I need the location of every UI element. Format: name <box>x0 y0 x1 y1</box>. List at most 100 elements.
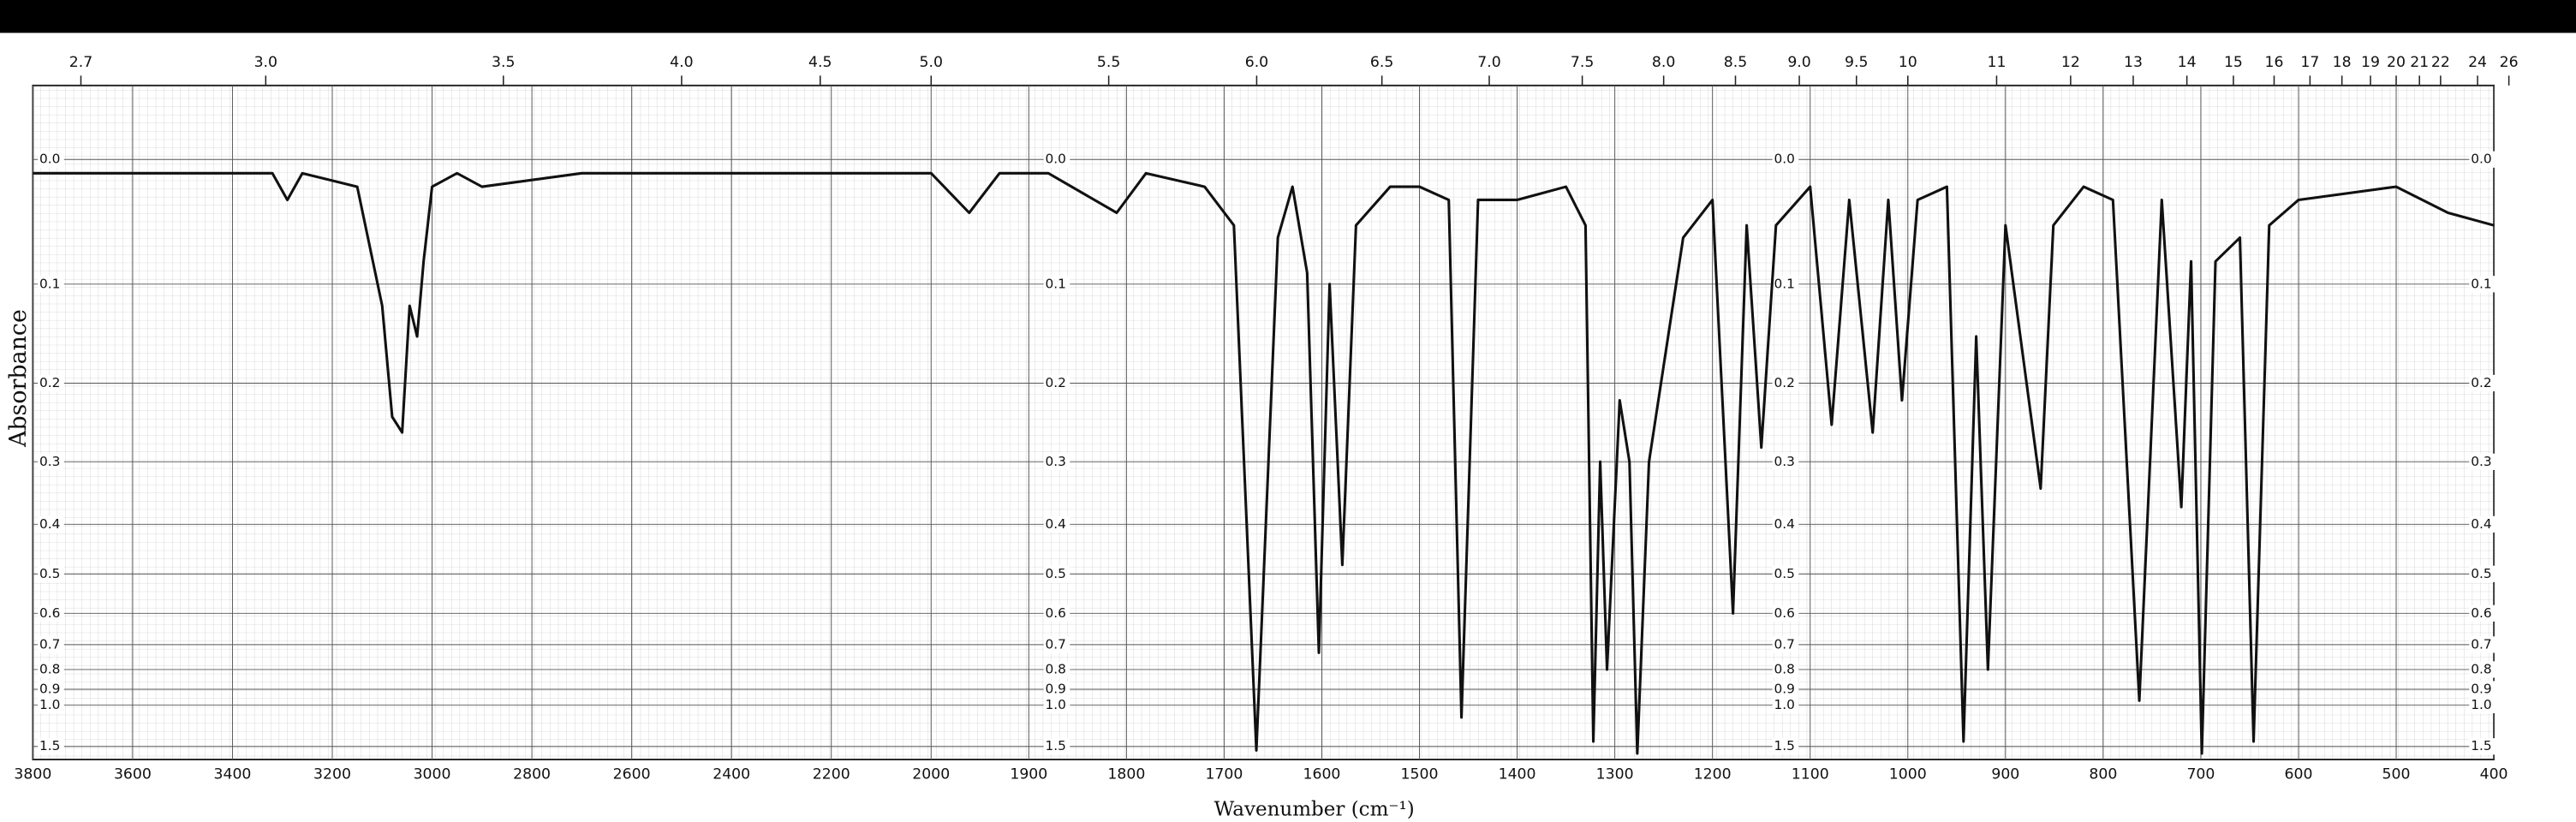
x2-tick-label: 21 <box>2410 54 2429 71</box>
x-tick-label: 2600 <box>613 765 651 783</box>
x2-tick-label: 22 <box>2431 54 2450 71</box>
x-tick-label: 500 <box>2382 765 2411 783</box>
y-tick-label: 0.0 <box>2471 152 2491 167</box>
y-tick-label: 0.5 <box>2471 566 2491 581</box>
spectrum-line <box>33 171 2495 755</box>
x2-tick-label: 19 <box>2361 54 2380 71</box>
y-tick-label-bg <box>2469 565 2496 582</box>
x-tick-label: 1400 <box>1499 765 1536 783</box>
y-tick-label-bg <box>1772 565 1799 582</box>
y-tick-label-bg <box>1043 151 1070 168</box>
x-tick-label: 3200 <box>313 765 351 783</box>
y-tick-label: 1.5 <box>1046 738 1066 754</box>
x2-tick-label: 13 <box>2124 54 2143 71</box>
x2-tick-label: 3.5 <box>492 54 515 71</box>
x-tick-label: 1900 <box>1010 765 1047 783</box>
y-tick-label: 0.7 <box>1774 636 1795 652</box>
y-tick-label-bg <box>2469 453 2496 470</box>
y-tick-label-bg <box>38 636 64 653</box>
x2-tick-label: 20 <box>2387 54 2406 71</box>
y-tick-label: 0.2 <box>39 375 60 390</box>
x-tick-label: 3600 <box>114 765 152 783</box>
y-tick-label-bg <box>1772 661 1799 678</box>
y-tick-label-bg <box>1772 276 1799 293</box>
x-tick-label: 1000 <box>1889 765 1927 783</box>
x-tick-label: 3800 <box>14 765 51 783</box>
y-tick-label-bg <box>1043 738 1070 755</box>
y-tick-label: 0.2 <box>2471 375 2491 390</box>
x-tick-label: 2800 <box>513 765 551 783</box>
x2-tick-label: 24 <box>2468 54 2487 71</box>
y-tick-label: 0.1 <box>1774 276 1795 291</box>
y-tick-label: 0.0 <box>39 152 60 167</box>
y-tick-label: 0.9 <box>1046 681 1066 696</box>
x2-tick-label: 18 <box>2333 54 2352 71</box>
x2-tick-label: 2.7 <box>69 54 92 71</box>
y-tick-label-bg <box>1772 515 1799 533</box>
x2-tick-label: 5.0 <box>920 54 943 71</box>
y-tick-label: 0.4 <box>2471 516 2491 532</box>
y-tick-label: 0.5 <box>1046 566 1066 581</box>
y-tick-label: 1.5 <box>39 738 60 754</box>
y-tick-label-bg <box>38 453 64 470</box>
y-tick-label: 0.5 <box>1774 566 1795 581</box>
x2-tick-label: 7.5 <box>1571 54 1594 71</box>
x2-tick-label: 17 <box>2300 54 2319 71</box>
x-tick-label: 600 <box>2285 765 2313 783</box>
y-tick-label-bg <box>38 696 64 713</box>
y-tick-label: 0.3 <box>2471 454 2491 469</box>
x-axis-label: Wavenumber (cm⁻¹) <box>1214 799 1415 821</box>
y-tick-label-bg <box>1043 605 1070 622</box>
y-tick-label-bg <box>1043 453 1070 470</box>
y-tick-label: 0.3 <box>1774 454 1795 469</box>
y-tick-label-bg <box>2469 661 2496 678</box>
x-tick-label: 1200 <box>1694 765 1732 783</box>
y-tick-label: 1.0 <box>1774 697 1795 712</box>
y-tick-label: 0.8 <box>39 661 60 676</box>
y-tick-label-bg <box>2469 681 2496 698</box>
x-tick-label: 3000 <box>414 765 451 783</box>
y-tick-label-bg <box>1772 151 1799 168</box>
y-tick-label: 0.8 <box>1046 661 1066 676</box>
y-tick-label: 0.1 <box>39 276 60 291</box>
y-tick-label-bg <box>1043 515 1070 533</box>
y-tick-label-bg <box>2469 636 2496 653</box>
y-tick-label: 0.8 <box>2471 661 2491 676</box>
y-tick-label-bg <box>38 661 64 678</box>
y-tick-label: 1.0 <box>1046 697 1066 712</box>
y-tick-label-bg <box>2469 374 2496 392</box>
x-tick-label: 1100 <box>1792 765 1829 783</box>
y-tick-label: 0.5 <box>39 566 60 581</box>
x-tick-label: 1300 <box>1596 765 1634 783</box>
x2-tick-label: 5.5 <box>1097 54 1120 71</box>
y-tick-label: 0.6 <box>2471 605 2491 621</box>
x2-tick-label: 3.0 <box>254 54 277 71</box>
y-tick-label-bg <box>1043 374 1070 392</box>
y-tick-label-bg <box>1043 681 1070 698</box>
x-tick-label: 2200 <box>813 765 850 783</box>
y-tick-label: 1.0 <box>2471 697 2491 712</box>
y-tick-label: 0.2 <box>1046 375 1066 390</box>
x-tick-label: 1500 <box>1401 765 1439 783</box>
y-tick-label: 0.4 <box>1046 516 1066 532</box>
y-tick-label-bg <box>38 681 64 698</box>
x2-tick-label: 8.5 <box>1724 54 1747 71</box>
plot-frame <box>32 84 2496 760</box>
y-tick-label-bg <box>38 738 64 755</box>
x-tick-label: 800 <box>2089 765 2117 783</box>
y-tick-label-bg <box>38 515 64 533</box>
y-tick-label: 0.1 <box>1046 276 1066 291</box>
y-axis-label: Absorbance <box>5 309 32 448</box>
y-tick-label-bg <box>1772 636 1799 653</box>
x2-tick-label: 7.0 <box>1477 54 1500 71</box>
x2-tick-label: 6.0 <box>1245 54 1268 71</box>
x2-tick-label: 14 <box>2178 54 2197 71</box>
x-tick-label: 2400 <box>713 765 750 783</box>
x2-tick-label: 6.5 <box>1370 54 1393 71</box>
y-tick-label: 0.3 <box>1046 454 1066 469</box>
x-tick-label: 2000 <box>912 765 950 783</box>
x-tick-label: 1800 <box>1107 765 1145 783</box>
x2-tick-label: 10 <box>1899 54 1917 71</box>
y-tick-label: 0.2 <box>1774 375 1795 390</box>
